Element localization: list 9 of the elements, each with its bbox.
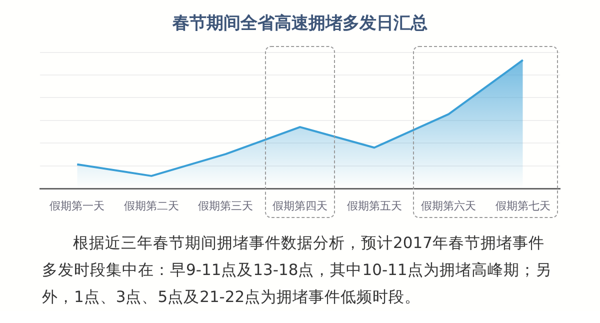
x-tick-label: 假期第四天 — [272, 199, 328, 212]
x-tick-label: 假期第六天 — [421, 199, 476, 212]
x-tick-label: 假期第三天 — [198, 199, 254, 212]
chart-title: 春节期间全省高速拥堵多发日汇总 — [172, 14, 428, 34]
x-tick-label: 假期第一天 — [50, 199, 105, 212]
text: 根据近三年春节期间拥堵事件数据分析，预计2017年春节拥堵事件多发时段集中在：早9-11点及13-18点，其中10-11点为拥堵高峰期；另外，1点、3点、5点及21-22点为拥堵事件低频时段。 — [42, 233, 552, 308]
x-tick-label: 假期第五天 — [346, 199, 402, 212]
x-tick-label: 假期第二天 — [124, 199, 179, 212]
x-tick-label: 假期第七天 — [495, 199, 550, 212]
